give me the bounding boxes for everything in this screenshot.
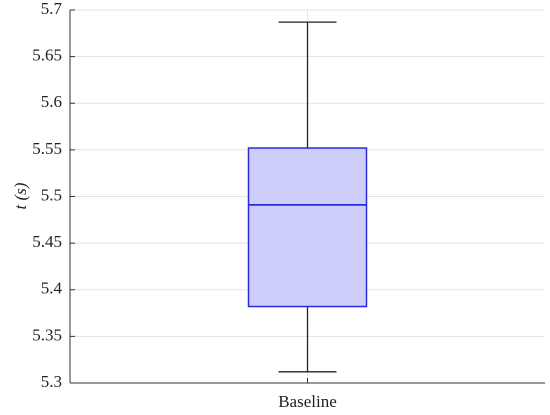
y-tick-label: 5.6 — [41, 92, 62, 111]
y-tick-label: 5.5 — [41, 185, 62, 204]
y-tick-label: 5.7 — [41, 0, 63, 18]
box — [247, 147, 368, 308]
y-axis-label: t (s) — [11, 182, 30, 209]
y-tick-label: 5.65 — [32, 46, 62, 65]
y-tick-label: 5.45 — [32, 232, 62, 251]
y-tick-label: 5.4 — [41, 279, 63, 298]
x-tick-label: Baseline — [278, 392, 337, 411]
y-tick-label: 5.55 — [32, 139, 62, 158]
y-tick-label: 5.3 — [41, 372, 62, 391]
y-tick-label: 5.35 — [32, 325, 62, 344]
